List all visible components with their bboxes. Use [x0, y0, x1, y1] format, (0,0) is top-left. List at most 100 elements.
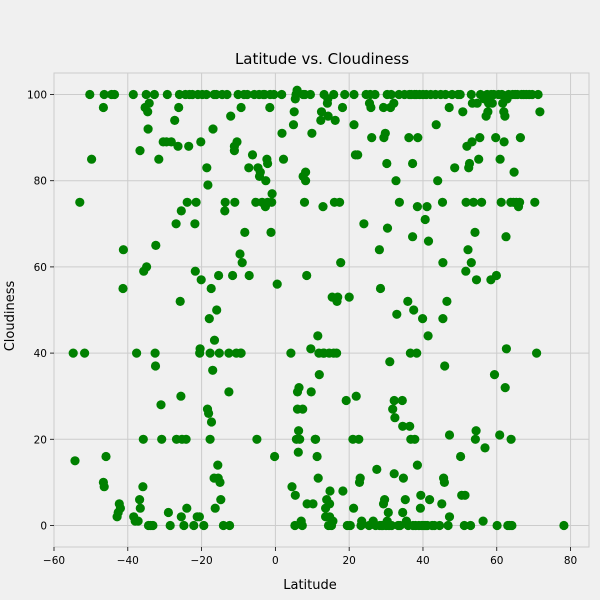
scatter-point	[208, 124, 218, 134]
scatter-point	[277, 128, 287, 138]
scatter-point	[388, 404, 398, 414]
scatter-point	[471, 275, 482, 285]
scatter-point	[214, 270, 224, 281]
x-axis-label: Latitude	[283, 578, 337, 593]
scatter-point	[475, 133, 485, 143]
scatter-point	[225, 520, 235, 531]
scatter-point	[467, 137, 477, 147]
scatter-point	[199, 520, 209, 531]
scatter-point	[559, 520, 569, 531]
scatter-point	[387, 520, 397, 531]
scatter-point	[415, 503, 425, 513]
scatter-point	[176, 391, 186, 401]
scatter-point	[240, 227, 250, 237]
scatter-point	[267, 197, 277, 207]
scatter-point	[255, 167, 265, 177]
scatter-point	[501, 232, 511, 242]
scatter-point	[420, 214, 430, 225]
scatter-point	[210, 503, 220, 513]
scatter-point	[170, 115, 180, 125]
scatter-point	[87, 154, 97, 164]
scatter-point	[492, 520, 502, 531]
scatter-point	[312, 451, 322, 462]
scatter-point	[374, 245, 384, 255]
scatter-point	[389, 98, 399, 108]
scatter-point	[206, 417, 217, 427]
scatter-point	[99, 89, 109, 100]
scatter-point	[496, 197, 506, 207]
scatter-point	[318, 202, 328, 212]
scatter-point	[468, 197, 479, 207]
scatter-point	[272, 279, 282, 289]
scatter-point	[495, 154, 505, 164]
scatter-point	[237, 258, 247, 268]
scatter-point	[224, 348, 234, 358]
scatter-point	[478, 516, 488, 526]
x-tick-label: −60	[43, 555, 65, 567]
scatter-point	[506, 434, 516, 444]
scatter-point	[440, 89, 451, 100]
scatter-point	[483, 107, 493, 117]
scatter-point	[267, 189, 277, 199]
scatter-point	[150, 348, 160, 358]
scatter-point	[355, 473, 365, 483]
scatter-point	[375, 283, 386, 294]
scatter-point	[154, 154, 164, 164]
scatter-point	[288, 120, 299, 130]
scatter-point	[470, 434, 480, 444]
scatter-point	[190, 266, 200, 276]
x-tick-label: 60	[490, 555, 503, 567]
scatter-point	[413, 133, 423, 143]
scatter-point	[263, 158, 273, 169]
scatter-point	[171, 219, 181, 229]
scatter-point	[313, 331, 323, 341]
scatter-point	[461, 197, 471, 207]
scatter-point	[382, 158, 392, 169]
scatter-point	[226, 111, 236, 121]
scatter-point	[330, 115, 340, 125]
scatter-point	[151, 240, 161, 250]
scatter-point	[440, 361, 450, 371]
scatter-point	[385, 357, 395, 367]
scatter-point	[405, 421, 415, 431]
scatter-point	[181, 434, 191, 444]
scatter-point	[190, 219, 200, 229]
scatter-point	[433, 176, 443, 186]
y-tick-label: 0	[40, 520, 47, 532]
scatter-point	[323, 111, 333, 121]
scatter-point	[261, 176, 271, 186]
scatter-point	[530, 197, 540, 207]
scatter-point	[444, 512, 455, 522]
scatter-point	[495, 430, 505, 440]
scatter-point	[194, 512, 204, 522]
scatter-point	[501, 344, 511, 354]
scatter-point	[294, 383, 304, 393]
scatter-point	[80, 348, 90, 358]
scatter-point	[247, 150, 258, 160]
scatter-point	[270, 451, 280, 462]
scatter-point	[236, 348, 246, 358]
scatter-point	[141, 89, 151, 100]
scatter-point	[115, 503, 125, 513]
scatter-point	[132, 348, 142, 358]
scatter-point	[444, 102, 454, 113]
scatter-point	[311, 434, 321, 444]
scatter-point	[293, 447, 303, 457]
scatter-point	[289, 107, 299, 117]
scatter-point	[435, 520, 445, 531]
scatter-point	[353, 150, 363, 160]
scatter-point	[252, 434, 262, 444]
scatter-point	[455, 89, 465, 100]
scatter-point	[306, 344, 316, 354]
scatter-point	[182, 197, 192, 207]
scatter-point	[480, 443, 490, 453]
scatter-point	[205, 348, 215, 358]
scatter-point	[397, 395, 407, 406]
scatter-point	[157, 434, 167, 444]
scatter-point	[408, 232, 418, 242]
scatter-point	[412, 460, 422, 470]
scatter-point	[75, 197, 85, 207]
scatter-point	[370, 89, 380, 100]
scatter-point	[458, 107, 468, 117]
scatter-point	[135, 495, 145, 505]
